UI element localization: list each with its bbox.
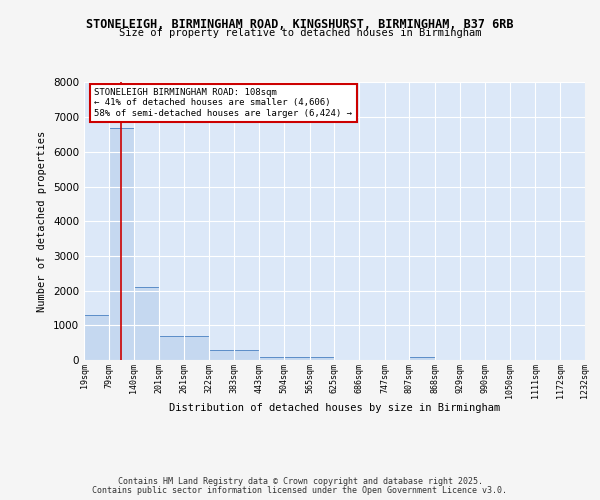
Bar	[284, 356, 310, 360]
Bar	[310, 356, 334, 360]
Bar	[134, 287, 159, 360]
Bar	[259, 356, 284, 360]
Text: Contains public sector information licensed under the Open Government Licence v3: Contains public sector information licen…	[92, 486, 508, 495]
Bar	[184, 336, 209, 360]
Bar	[109, 128, 134, 360]
Text: Size of property relative to detached houses in Birmingham: Size of property relative to detached ho…	[119, 28, 481, 38]
Bar	[409, 356, 434, 360]
Y-axis label: Number of detached properties: Number of detached properties	[37, 130, 47, 312]
Text: STONELEIGH, BIRMINGHAM ROAD, KINGSHURST, BIRMINGHAM, B37 6RB: STONELEIGH, BIRMINGHAM ROAD, KINGSHURST,…	[86, 18, 514, 30]
Bar	[84, 315, 109, 360]
Bar	[159, 336, 184, 360]
Text: STONELEIGH BIRMINGHAM ROAD: 108sqm
← 41% of detached houses are smaller (4,606)
: STONELEIGH BIRMINGHAM ROAD: 108sqm ← 41%…	[94, 88, 352, 118]
Text: Contains HM Land Registry data © Crown copyright and database right 2025.: Contains HM Land Registry data © Crown c…	[118, 477, 482, 486]
Bar	[209, 350, 235, 360]
Bar	[235, 350, 259, 360]
X-axis label: Distribution of detached houses by size in Birmingham: Distribution of detached houses by size …	[169, 404, 500, 413]
